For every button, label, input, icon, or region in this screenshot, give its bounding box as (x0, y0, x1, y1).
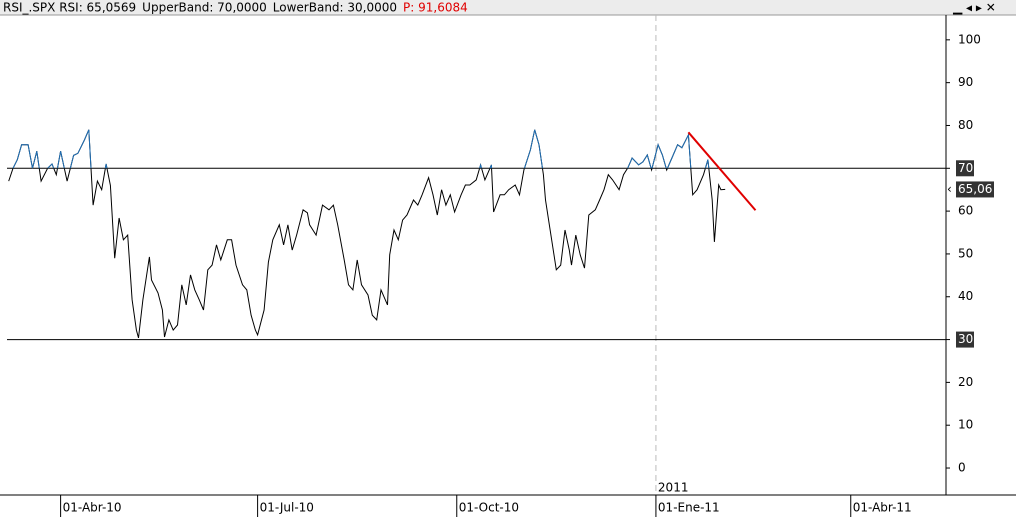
band-label-box (956, 331, 974, 348)
rsi-line-overbought (12, 129, 710, 169)
y-tick-label: 0 (958, 461, 966, 475)
last-value-label: 65,06 (958, 182, 992, 196)
y-tick-label: 40 (958, 289, 973, 303)
x-tick-label: 01-Abr-11 (853, 501, 912, 515)
last-value-arrow: ‹ (947, 182, 952, 196)
header-item: LowerBand: 30,0000 (273, 1, 397, 15)
trendline (687, 131, 757, 211)
x-tick-label: 01-Abr-10 (63, 501, 122, 515)
y-tick-label: 20 (958, 375, 973, 389)
y-tick-label: 50 (958, 246, 973, 260)
band-label-box (956, 160, 974, 177)
header-bar (0, 0, 1016, 15)
x-tick-label: 01-Ene-11 (658, 501, 720, 515)
y-tick-label: 90 (958, 75, 973, 89)
band-label: 30 (958, 332, 973, 346)
y-tick-label: 10 (958, 418, 973, 432)
header-item: UpperBand: 70,0000 (142, 1, 267, 15)
y-tick-label: 60 (958, 204, 973, 218)
window-buttons[interactable]: ▁ ◂ ▸ ✕ (952, 1, 996, 15)
x-tick-label: 01-Jul-10 (260, 501, 314, 515)
y-tick-label: 80 (958, 118, 973, 132)
x-tick-label: 01-Oct-10 (459, 501, 519, 515)
year-label: 2011 (658, 481, 689, 495)
band-label: 70 (958, 161, 973, 175)
header-item: P: 91,6084 (403, 1, 468, 15)
rsi-line (8, 129, 726, 339)
header-item: RSI_.SPX RSI: 65,0569 (3, 1, 136, 15)
rsi-line-oversold (9, 130, 726, 338)
y-tick-label: 100 (958, 32, 981, 46)
last-value-box (956, 181, 994, 198)
